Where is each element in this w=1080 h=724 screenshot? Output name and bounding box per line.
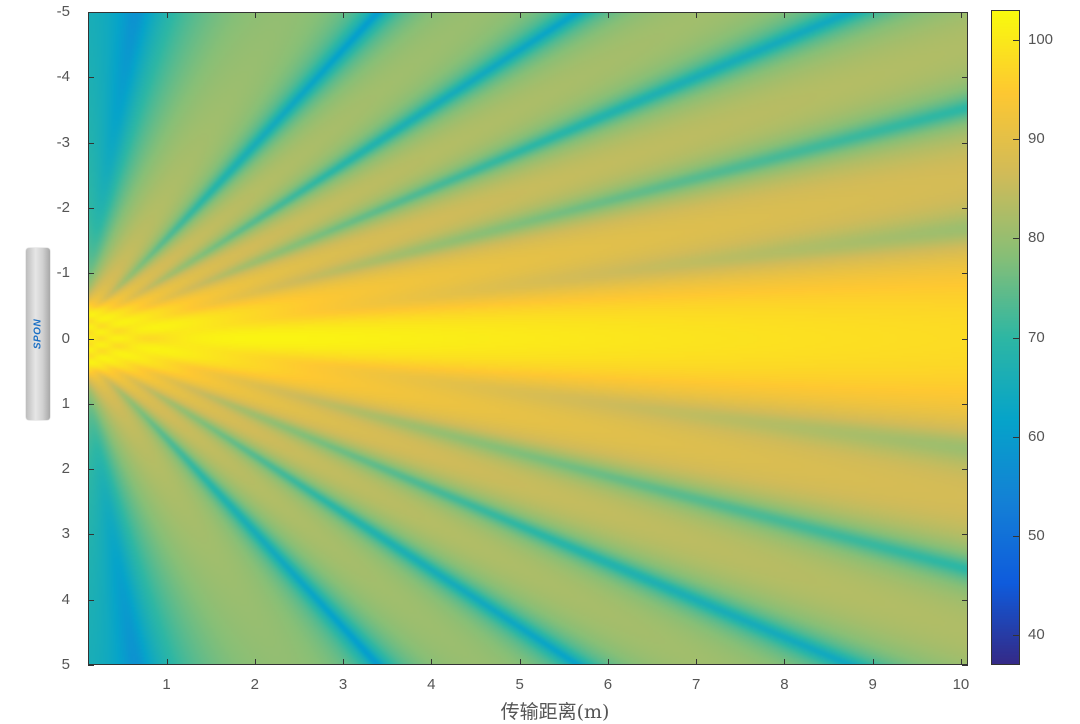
- y-tick-mark: [88, 469, 94, 471]
- x-tick-mark: [254, 12, 256, 18]
- y-tick-mark: [88, 665, 94, 666]
- y-tick-label: 3: [61, 525, 70, 543]
- x-tick-label: 4: [427, 676, 436, 693]
- colorbar-tick-mark: [1013, 139, 1019, 140]
- y-tick-mark: [962, 273, 968, 275]
- y-tick-mark: [88, 142, 94, 144]
- x-tick-label: 7: [691, 676, 701, 693]
- colorbar-tick-mark: [1013, 39, 1019, 41]
- x-tick-label: 5: [515, 676, 524, 693]
- x-tick-mark: [696, 659, 698, 665]
- x-tick-mark: [784, 12, 786, 18]
- y-tick-label: -5: [56, 3, 70, 20]
- colorbar-tick-mark: [1013, 535, 1019, 537]
- speaker-column-image: SPON: [26, 248, 50, 420]
- y-tick-mark: [88, 273, 94, 275]
- y-tick-mark: [962, 469, 968, 471]
- y-tick-mark: [88, 77, 94, 79]
- x-tick-mark: [960, 659, 962, 665]
- x-tick-mark: [519, 659, 521, 665]
- x-tick-mark: [166, 659, 168, 665]
- x-tick-mark: [343, 659, 345, 665]
- y-tick-label: 4: [61, 590, 70, 608]
- x-tick-label: 8: [780, 676, 789, 693]
- x-tick-mark: [696, 12, 698, 18]
- x-axis-label: 传输距离(m): [500, 701, 610, 723]
- y-tick-mark: [962, 534, 968, 536]
- x-tick-mark: [166, 12, 168, 18]
- y-tick-label: 2: [61, 460, 70, 478]
- y-tick-mark: [962, 142, 968, 144]
- y-tick-mark: [88, 338, 94, 340]
- x-tick-mark: [607, 659, 609, 665]
- y-tick-label: -2: [56, 198, 70, 216]
- x-tick-mark: [872, 12, 874, 18]
- colorbar-tick-mark: [1013, 337, 1019, 339]
- colorbar-tick-label: 90: [1028, 130, 1045, 147]
- x-tick-label: 3: [338, 676, 348, 693]
- colorbar-tick-label: 40: [1028, 626, 1045, 644]
- x-tick-mark: [254, 659, 256, 665]
- colorbar-tick-mark: [1013, 635, 1019, 637]
- x-tick-mark: [960, 12, 962, 18]
- y-tick-mark: [962, 665, 968, 666]
- y-tick-mark: [88, 207, 94, 209]
- y-tick-mark: [962, 207, 968, 209]
- x-tick-mark: [431, 659, 433, 665]
- colorbar-tick-label: 80: [1028, 229, 1045, 247]
- sound-pressure-heatmap: [88, 12, 968, 665]
- y-tick-mark: [88, 534, 94, 536]
- y-tick-label: 1: [61, 394, 70, 412]
- x-tick-label: 10: [952, 676, 970, 693]
- y-tick-mark: [962, 77, 968, 79]
- x-tick-mark: [343, 12, 345, 18]
- x-tick-label: 9: [868, 676, 877, 693]
- x-tick-label: 6: [603, 676, 613, 693]
- plot-axes-frame: [88, 12, 968, 665]
- y-tick-label: -3: [56, 133, 70, 151]
- y-tick-label: -4: [56, 68, 70, 86]
- y-tick-label: -1: [56, 264, 70, 282]
- colorbar-tick-mark: [1013, 436, 1019, 438]
- y-tick-mark: [88, 599, 94, 601]
- y-tick-mark: [962, 12, 968, 13]
- x-tick-label: 1: [162, 676, 171, 693]
- x-tick-mark: [784, 659, 786, 665]
- y-tick-label: 0: [61, 329, 70, 347]
- x-tick-mark: [519, 12, 521, 18]
- x-tick-mark: [872, 659, 874, 665]
- colorbar-tick-label: 70: [1028, 328, 1045, 346]
- x-tick-label: 2: [250, 676, 259, 693]
- y-tick-mark: [962, 599, 968, 601]
- y-tick-label: 5: [61, 656, 70, 673]
- y-tick-mark: [88, 403, 94, 405]
- colorbar-tick-label: 60: [1028, 427, 1045, 445]
- y-tick-mark: [962, 338, 968, 340]
- y-tick-mark: [88, 12, 94, 13]
- colorbar-tick-label: 50: [1028, 526, 1045, 544]
- colorbar-tick-label: 100: [1028, 30, 1054, 48]
- colorbar-tick-mark: [1013, 238, 1019, 240]
- x-tick-mark: [431, 12, 433, 18]
- y-tick-mark: [962, 403, 968, 405]
- x-tick-mark: [607, 12, 609, 18]
- spon-logo: SPON: [32, 318, 44, 350]
